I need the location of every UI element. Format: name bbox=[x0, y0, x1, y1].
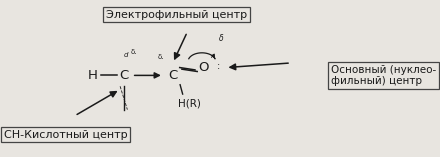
Text: δ.: δ. bbox=[158, 54, 164, 60]
Text: H(R): H(R) bbox=[178, 98, 201, 108]
Text: СН-Кислотный центр: СН-Кислотный центр bbox=[4, 130, 127, 140]
Text: C: C bbox=[119, 69, 128, 82]
Text: Основный (нуклео-
фильный) центр: Основный (нуклео- фильный) центр bbox=[331, 65, 436, 86]
Text: δ.: δ. bbox=[131, 49, 137, 55]
Text: δ: δ bbox=[219, 34, 224, 43]
Text: :: : bbox=[216, 61, 220, 71]
Text: H: H bbox=[88, 69, 98, 82]
Text: d: d bbox=[123, 52, 128, 58]
Text: Электрофильный центр: Электрофильный центр bbox=[106, 10, 247, 20]
Text: O: O bbox=[198, 61, 209, 74]
Text: C: C bbox=[168, 69, 177, 82]
Text: ..: .. bbox=[210, 51, 216, 60]
